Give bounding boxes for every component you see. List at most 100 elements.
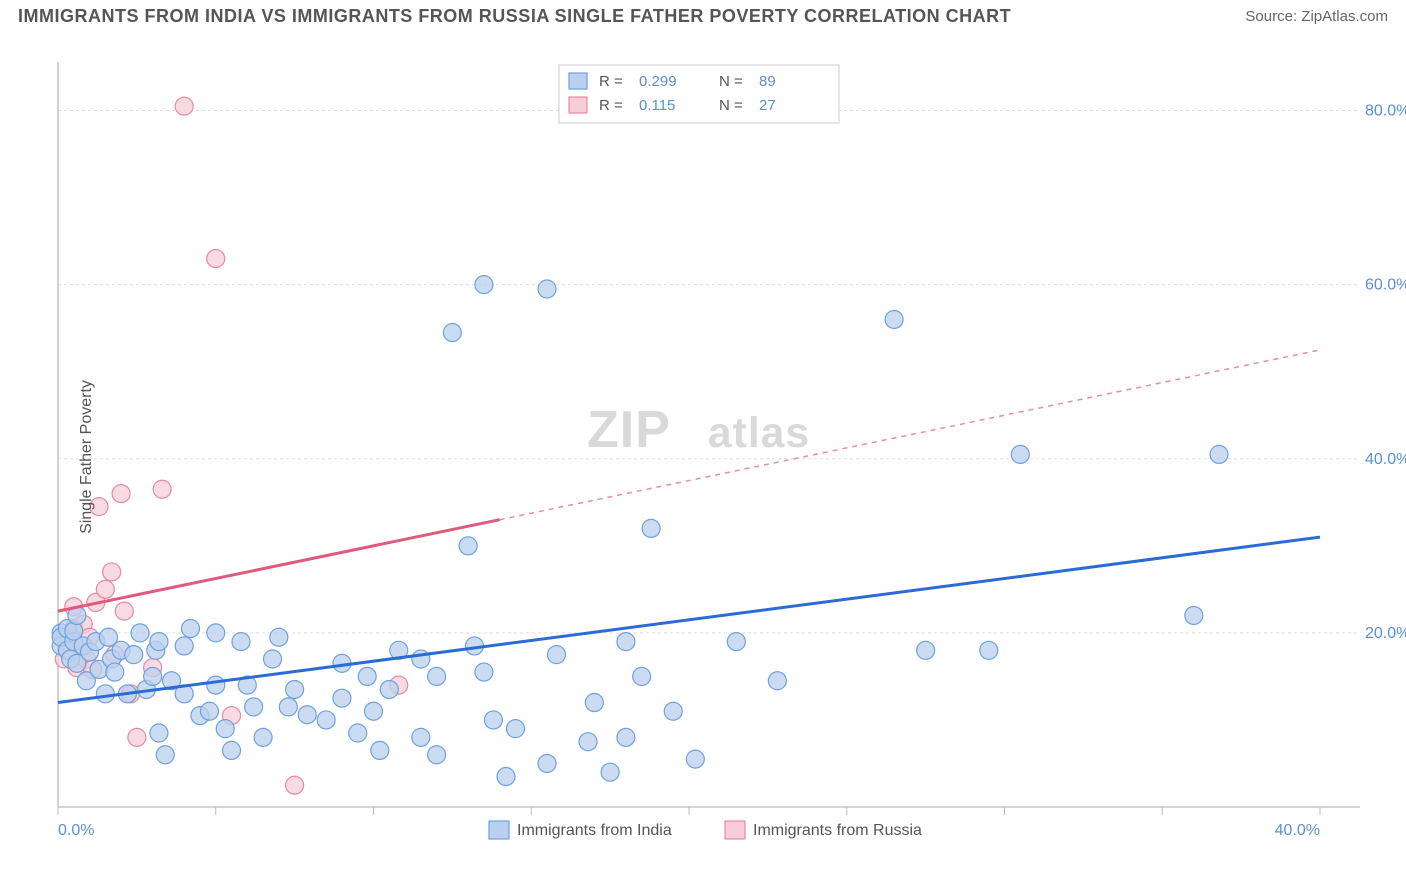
russia-point (115, 602, 133, 620)
legend-r-label: R = (599, 97, 623, 114)
india-point (150, 724, 168, 742)
india-point (579, 733, 597, 751)
india-point (497, 768, 515, 786)
x-tick-label: 0.0% (58, 822, 94, 839)
y-tick-label: 80.0% (1365, 103, 1406, 120)
series-swatch (489, 821, 509, 839)
chart-title: IMMIGRANTS FROM INDIA VS IMMIGRANTS FROM… (18, 6, 1011, 27)
india-point (358, 667, 376, 685)
india-point (617, 633, 635, 651)
india-point (664, 702, 682, 720)
india-point (207, 624, 225, 642)
russia-point (112, 485, 130, 503)
india-point (459, 537, 477, 555)
x-tick-label: 40.0% (1275, 822, 1320, 839)
india-point (428, 667, 446, 685)
india-point (96, 685, 114, 703)
india-point (131, 624, 149, 642)
legend-n-value: 89 (759, 73, 776, 90)
scatter-chart: 20.0% 40.0% 60.0% 80.0% 0.0% 40.0% ZIP atlas R =… (0, 27, 1406, 887)
legend-r-value: 0.299 (639, 73, 677, 90)
chart-source: Source: ZipAtlas.com (1245, 8, 1388, 25)
watermark: ZIP atlas (587, 401, 810, 459)
india-point (443, 324, 461, 342)
india-point (182, 620, 200, 638)
india-point (547, 646, 565, 664)
india-point (371, 741, 389, 759)
legend-r-value: 0.115 (639, 97, 675, 114)
russia-point (175, 97, 193, 115)
series-label: Immigrants from Russia (753, 822, 922, 839)
india-point (144, 667, 162, 685)
legend-r-label: R = (599, 73, 623, 90)
y-tick-label: 20.0% (1365, 625, 1406, 642)
india-point (617, 728, 635, 746)
india-point (1011, 445, 1029, 463)
india-point (333, 689, 351, 707)
india-point (506, 720, 524, 738)
india-point (642, 519, 660, 537)
russia-point (286, 776, 304, 794)
india-point (428, 746, 446, 764)
india-point (980, 641, 998, 659)
russia-point (103, 563, 121, 581)
india-point (106, 663, 124, 681)
india-point (365, 702, 383, 720)
india-point (349, 724, 367, 742)
source-label: Source: (1245, 8, 1301, 25)
india-point (917, 641, 935, 659)
russia-point (207, 250, 225, 268)
india-point (585, 694, 603, 712)
india-point (254, 728, 272, 746)
legend-swatch (569, 97, 587, 113)
india-point (156, 746, 174, 764)
legend-n-label: N = (719, 73, 743, 90)
chart-header: IMMIGRANTS FROM INDIA VS IMMIGRANTS FROM… (0, 0, 1406, 27)
india-point (1210, 445, 1228, 463)
india-point (175, 637, 193, 655)
russia-point (153, 480, 171, 498)
y-tick-label: 40.0% (1365, 451, 1406, 468)
india-point (412, 728, 430, 746)
y-axis-label: Single Father Poverty (78, 380, 96, 534)
legend-n-label: N = (719, 97, 743, 114)
india-point (475, 276, 493, 294)
watermark-atlas: atlas (708, 409, 810, 457)
series-label: Immigrants from India (517, 822, 672, 839)
russia-point (128, 728, 146, 746)
legend-n-value: 27 (759, 97, 776, 114)
india-point (216, 720, 234, 738)
india-point (538, 280, 556, 298)
india-point (150, 633, 168, 651)
india-point (1185, 606, 1203, 624)
india-point (768, 672, 786, 690)
russia-point (96, 580, 114, 598)
india-point (232, 633, 250, 651)
india-point (279, 698, 297, 716)
india-point (475, 663, 493, 681)
india-point (245, 698, 263, 716)
india-point (885, 310, 903, 328)
india-point (207, 676, 225, 694)
india-point (286, 680, 304, 698)
watermark-zip: ZIP (587, 401, 671, 459)
india-point (633, 667, 651, 685)
india-point (298, 706, 316, 724)
india-point (538, 754, 556, 772)
india-trendline (58, 537, 1320, 702)
legend-swatch (569, 73, 587, 89)
y-tick-label: 60.0% (1365, 277, 1406, 294)
india-point (317, 711, 335, 729)
russia-trendline (58, 520, 500, 611)
india-point (270, 628, 288, 646)
india-point (125, 646, 143, 664)
india-point (727, 633, 745, 651)
source-name: ZipAtlas.com (1301, 8, 1388, 25)
india-point (601, 763, 619, 781)
india-point (223, 741, 241, 759)
india-point (264, 650, 282, 668)
india-point (686, 750, 704, 768)
series-swatch (725, 821, 745, 839)
india-point (484, 711, 502, 729)
india-point (200, 702, 218, 720)
